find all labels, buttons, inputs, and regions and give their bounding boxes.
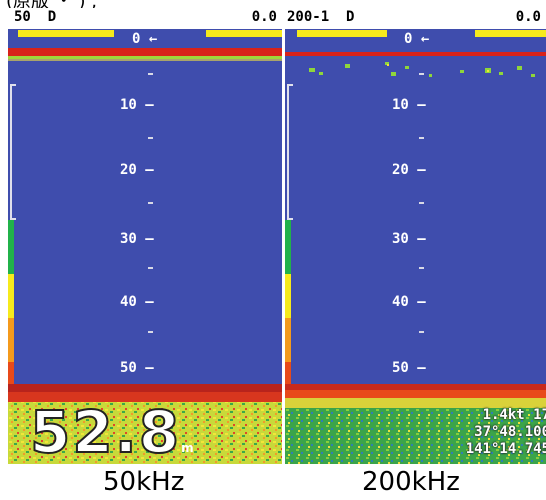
depth-scale: 0 ← 10 – 20 – 30 – 40 – 50 – xyxy=(8,8,282,464)
longitude-readout: 141°14.745 xyxy=(465,441,546,457)
gain-bar-orange xyxy=(8,318,14,362)
gain-bar-yellow xyxy=(285,274,291,318)
caption-200khz: 200kHz xyxy=(362,467,460,497)
yellow-bar-left xyxy=(18,30,114,37)
surface-noise xyxy=(8,56,282,61)
scale-label-30: 30 – xyxy=(392,231,426,247)
tick-mark xyxy=(148,331,153,333)
scale-label-10: 10 – xyxy=(120,97,154,113)
panel-50khz: 50 D 0.0 0 ← 10 – 20 – 30 – 40 – 50 – xyxy=(8,8,282,464)
seabed-echo xyxy=(285,384,546,464)
latitude-readout: 37°48.100 xyxy=(474,424,546,440)
gain-bar-green xyxy=(285,220,291,274)
scale-label-40: 40 – xyxy=(392,294,426,310)
header-bar: 200-1 D 0.0 xyxy=(285,8,546,29)
tick-mark xyxy=(148,137,153,139)
surface-clutter xyxy=(309,62,535,77)
header-freq-label: 200-1 D xyxy=(287,9,355,25)
tick-mark xyxy=(419,137,424,139)
gain-bar-green xyxy=(8,220,14,274)
yellow-bar-right xyxy=(475,30,546,37)
range-bracket xyxy=(10,84,16,220)
yellow-bar-right xyxy=(206,30,282,37)
surface-band xyxy=(8,48,282,58)
gain-bar-yellow xyxy=(8,274,14,318)
caption-50khz: 50kHz xyxy=(103,467,185,497)
depth-unit: m xyxy=(181,441,194,455)
tick-mark xyxy=(419,331,424,333)
top-strip: (原版 ・ ) , xyxy=(0,0,546,8)
gain-bar-orange xyxy=(285,318,291,362)
scale-zero-label: 0 ← xyxy=(404,31,430,47)
speed-readout: 1.4kt 17 xyxy=(482,407,546,423)
seabed-echo xyxy=(8,384,282,464)
depth-readout: 52.8m xyxy=(29,398,194,464)
scale-label-50: 50 – xyxy=(120,360,154,376)
range-bracket xyxy=(287,84,293,220)
scale-label-40: 40 – xyxy=(120,294,154,310)
header-offset-value: 0.0 xyxy=(251,9,277,25)
tick-mark xyxy=(419,202,424,204)
tick-mark xyxy=(419,267,424,269)
scale-label-20: 20 – xyxy=(392,162,426,178)
tick-mark xyxy=(148,267,153,269)
depth-scale: 0 ← 10 – 20 – 30 – 40 – 50 – xyxy=(285,8,546,464)
zero-arrow-icon: ← xyxy=(420,31,430,47)
scale-label-50: 50 – xyxy=(392,360,426,376)
scale-zero-label: 0 ← xyxy=(132,31,158,47)
scale-label-10: 10 – xyxy=(392,97,426,113)
header-freq-label: 50 D xyxy=(14,9,57,25)
scale-label-20: 20 – xyxy=(120,162,154,178)
header-offset-value: 0.0 xyxy=(515,9,541,25)
header-bar: 50 D 0.0 xyxy=(8,8,282,29)
tick-mark xyxy=(148,202,153,204)
tick-mark xyxy=(148,73,153,75)
yellow-bar-left xyxy=(297,30,387,37)
zero-arrow-icon: ← xyxy=(148,31,158,47)
panel-200khz: 200-1 D 0.0 0 ← 10 – 20 – 30 – 40 – 50 – xyxy=(285,8,546,464)
surface-band xyxy=(285,52,546,56)
tick-mark xyxy=(419,73,424,75)
scale-label-30: 30 – xyxy=(120,231,154,247)
top-strip-text: (原版 ・ ) , xyxy=(6,0,97,8)
